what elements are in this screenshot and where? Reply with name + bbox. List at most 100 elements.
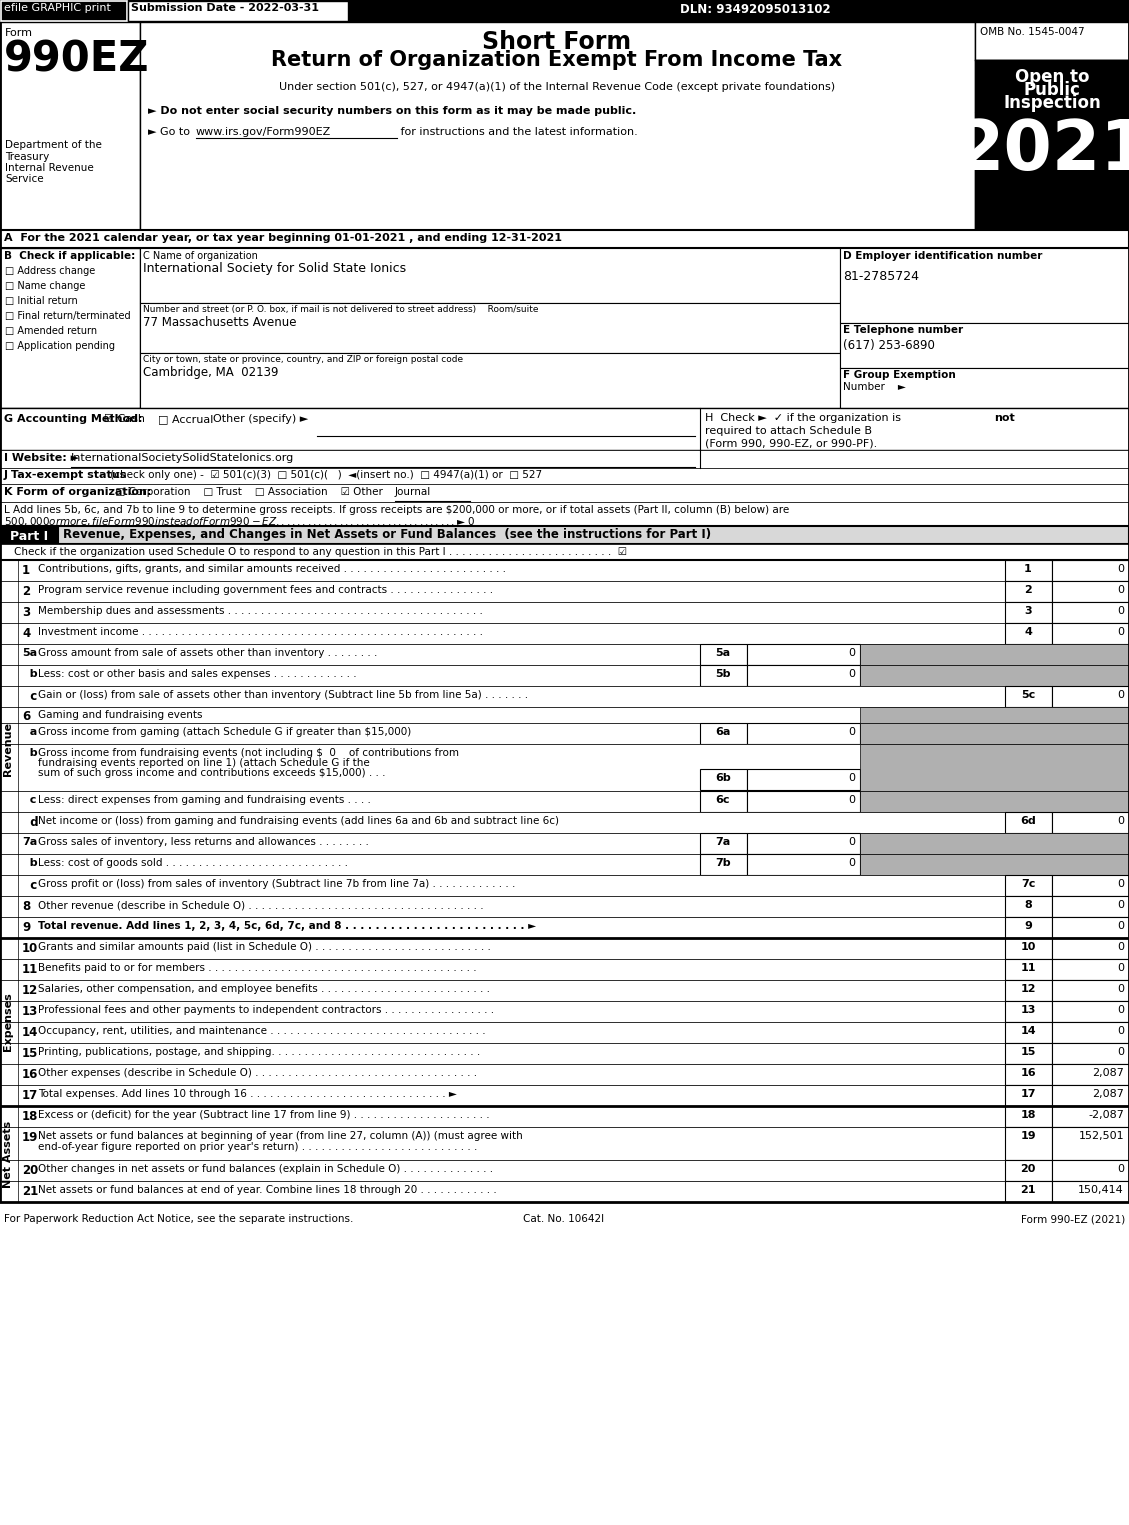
Text: Grants and similar amounts paid (list in Schedule O) . . . . . . . . . . . . . .: Grants and similar amounts paid (list in… bbox=[38, 942, 491, 952]
Bar bbox=[1005, 602, 1052, 624]
Text: Less: cost or other basis and sales expenses . . . . . . . . . . . . .: Less: cost or other basis and sales expe… bbox=[38, 669, 357, 679]
Bar bbox=[975, 21, 1129, 59]
Bar bbox=[1005, 811, 1052, 833]
Text: C Name of organization: C Name of organization bbox=[143, 252, 257, 261]
Text: F Group Exemption: F Group Exemption bbox=[843, 371, 956, 380]
Text: Other changes in net assets or fund balances (explain in Schedule O) . . . . . .: Other changes in net assets or fund bala… bbox=[38, 1164, 493, 1174]
Bar bbox=[0, 581, 1129, 602]
Text: end-of-year figure reported on prior year's return) . . . . . . . . . . . . . . : end-of-year figure reported on prior yea… bbox=[38, 1142, 478, 1151]
Text: 14: 14 bbox=[1021, 1026, 1035, 1035]
Bar bbox=[0, 981, 1129, 1000]
Bar bbox=[1, 2, 126, 21]
Bar bbox=[1052, 581, 1129, 602]
Text: www.irs.gov/Form990EZ: www.irs.gov/Form990EZ bbox=[196, 127, 331, 137]
Text: 8: 8 bbox=[21, 900, 30, 913]
Bar bbox=[0, 0, 1129, 1202]
Bar bbox=[840, 368, 1129, 409]
Text: 5a: 5a bbox=[716, 648, 730, 657]
Text: 0: 0 bbox=[1117, 1005, 1124, 1016]
Bar bbox=[747, 723, 860, 744]
Text: G Accounting Method:: G Accounting Method: bbox=[5, 413, 142, 424]
Text: K Form of organization:: K Form of organization: bbox=[5, 486, 151, 497]
Text: Salaries, other compensation, and employee benefits . . . . . . . . . . . . . . : Salaries, other compensation, and employ… bbox=[38, 984, 490, 994]
Bar bbox=[975, 111, 1129, 230]
Text: 19: 19 bbox=[1021, 1132, 1035, 1141]
Text: E Telephone number: E Telephone number bbox=[843, 325, 963, 336]
Text: Occupancy, rent, utilities, and maintenance . . . . . . . . . . . . . . . . . . : Occupancy, rent, utilities, and maintena… bbox=[38, 1026, 485, 1035]
Text: □ Application pending: □ Application pending bbox=[5, 342, 115, 351]
Text: c: c bbox=[21, 689, 37, 703]
Text: 0: 0 bbox=[1117, 605, 1124, 616]
Bar bbox=[700, 644, 747, 665]
Text: 0: 0 bbox=[1117, 962, 1124, 973]
Bar bbox=[860, 665, 1129, 686]
Text: Total revenue. Add lines 1, 2, 3, 4, 5c, 6d, 7c, and 8 . . . . . . . . . . . . .: Total revenue. Add lines 1, 2, 3, 4, 5c,… bbox=[38, 921, 536, 930]
Text: Program service revenue including government fees and contracts . . . . . . . . : Program service revenue including govern… bbox=[38, 586, 493, 595]
Text: 2: 2 bbox=[21, 586, 30, 598]
Bar bbox=[128, 2, 348, 21]
Bar bbox=[0, 959, 1129, 981]
Text: 6c: 6c bbox=[716, 795, 730, 805]
Text: fundraising events reported on line 1) (attach Schedule G if the: fundraising events reported on line 1) (… bbox=[38, 758, 370, 769]
Text: Revenue, Expenses, and Changes in Net Assets or Fund Balances  (see the instruct: Revenue, Expenses, and Changes in Net As… bbox=[63, 528, 711, 541]
Bar bbox=[0, 686, 1129, 708]
Text: 0: 0 bbox=[1117, 1164, 1124, 1174]
Text: 13: 13 bbox=[21, 1005, 38, 1019]
Text: Department of the: Department of the bbox=[5, 140, 102, 149]
Bar bbox=[0, 1022, 1129, 1043]
Text: Printing, publications, postage, and shipping. . . . . . . . . . . . . . . . . .: Printing, publications, postage, and shi… bbox=[38, 1048, 480, 1057]
Text: □ Corporation    □ Trust    □ Association    ☑ Other: □ Corporation □ Trust □ Association ☑ Ot… bbox=[110, 486, 386, 497]
Text: Gross sales of inventory, less returns and allowances . . . . . . . .: Gross sales of inventory, less returns a… bbox=[38, 837, 369, 846]
Bar bbox=[0, 409, 1129, 450]
Text: J Tax-exempt status: J Tax-exempt status bbox=[5, 470, 128, 480]
Text: Open to: Open to bbox=[1015, 69, 1089, 85]
Bar bbox=[140, 352, 840, 409]
Text: I Website: ►: I Website: ► bbox=[5, 453, 79, 464]
Text: 0: 0 bbox=[848, 773, 855, 782]
Text: B  Check if applicable:: B Check if applicable: bbox=[5, 252, 135, 261]
Text: b: b bbox=[21, 859, 37, 868]
Text: 0: 0 bbox=[1117, 1048, 1124, 1057]
Bar bbox=[0, 0, 1129, 21]
Bar bbox=[140, 21, 975, 230]
Text: 150,414: 150,414 bbox=[1078, 1185, 1124, 1196]
Text: 0: 0 bbox=[848, 669, 855, 679]
Text: Check if the organization used Schedule O to respond to any question in this Par: Check if the organization used Schedule … bbox=[14, 547, 627, 557]
Bar bbox=[1005, 1064, 1052, 1084]
Bar bbox=[1005, 1161, 1052, 1180]
Text: 5c: 5c bbox=[1021, 689, 1035, 700]
Text: 81-2785724: 81-2785724 bbox=[843, 270, 919, 284]
Text: 0: 0 bbox=[1117, 627, 1124, 637]
Bar bbox=[975, 59, 1129, 111]
Bar bbox=[700, 723, 747, 744]
Bar bbox=[1005, 581, 1052, 602]
Bar bbox=[0, 665, 1129, 686]
Bar bbox=[1005, 1127, 1052, 1161]
Bar bbox=[1052, 1180, 1129, 1202]
Text: 18: 18 bbox=[1021, 1110, 1035, 1119]
Text: 12: 12 bbox=[1021, 984, 1035, 994]
Bar bbox=[0, 21, 140, 230]
Text: 5b: 5b bbox=[716, 669, 730, 679]
Text: Gross income from fundraising events (not including $  0    of contributions fro: Gross income from fundraising events (no… bbox=[38, 747, 460, 758]
Text: b: b bbox=[21, 747, 37, 758]
Text: 11: 11 bbox=[1021, 962, 1035, 973]
Bar bbox=[860, 723, 1129, 744]
Bar bbox=[700, 791, 747, 811]
Bar bbox=[0, 938, 1129, 959]
Text: For Paperwork Reduction Act Notice, see the separate instructions.: For Paperwork Reduction Act Notice, see … bbox=[5, 1214, 353, 1225]
Text: 7a: 7a bbox=[716, 837, 730, 846]
Text: 2,087: 2,087 bbox=[1092, 1068, 1124, 1078]
Bar bbox=[1005, 1084, 1052, 1106]
Text: Cat. No. 10642I: Cat. No. 10642I bbox=[524, 1214, 604, 1225]
Bar bbox=[1052, 897, 1129, 917]
Bar bbox=[1052, 560, 1129, 581]
Text: (Form 990, 990-EZ, or 990-PF).: (Form 990, 990-EZ, or 990-PF). bbox=[704, 438, 877, 448]
Bar bbox=[0, 450, 1129, 468]
Text: □ Address change: □ Address change bbox=[5, 265, 95, 276]
Text: 16: 16 bbox=[21, 1068, 38, 1081]
Bar bbox=[1005, 1043, 1052, 1064]
Text: 0: 0 bbox=[1117, 586, 1124, 595]
Bar bbox=[140, 249, 840, 303]
Bar bbox=[1005, 875, 1052, 897]
